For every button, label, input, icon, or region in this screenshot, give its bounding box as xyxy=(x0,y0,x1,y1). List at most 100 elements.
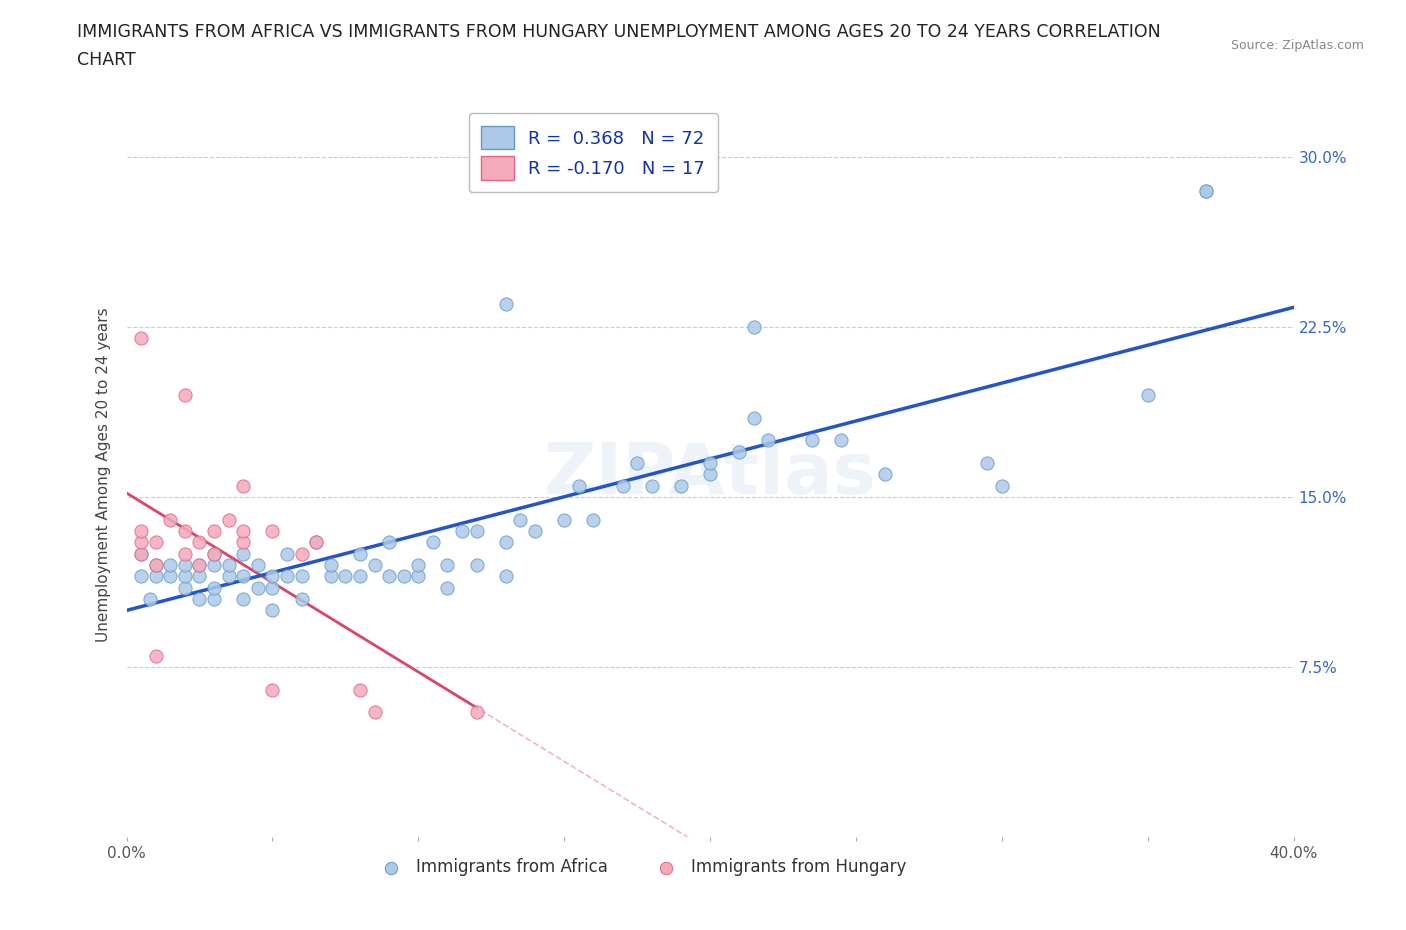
Point xyxy=(582,512,605,527)
Point xyxy=(276,546,298,561)
Point xyxy=(218,512,240,527)
Point xyxy=(699,467,721,482)
Point xyxy=(801,432,824,447)
Point xyxy=(159,512,181,527)
Point xyxy=(188,558,211,573)
Point xyxy=(262,569,284,584)
Point xyxy=(495,297,517,312)
Point xyxy=(553,512,575,527)
Point xyxy=(436,558,458,573)
Point xyxy=(465,524,488,538)
Point xyxy=(174,524,197,538)
Point xyxy=(290,546,312,561)
Point xyxy=(174,569,197,584)
Point xyxy=(232,591,254,606)
Point xyxy=(129,331,152,346)
Point xyxy=(422,535,444,550)
Point xyxy=(145,558,167,573)
Point xyxy=(349,569,371,584)
Point xyxy=(436,580,458,595)
Point xyxy=(188,535,211,550)
Point xyxy=(145,648,167,663)
Text: IMMIGRANTS FROM AFRICA VS IMMIGRANTS FROM HUNGARY UNEMPLOYMENT AMONG AGES 20 TO : IMMIGRANTS FROM AFRICA VS IMMIGRANTS FRO… xyxy=(77,23,1161,41)
Point xyxy=(349,546,371,561)
Point xyxy=(202,580,225,595)
Point xyxy=(218,558,240,573)
Point xyxy=(262,683,284,698)
Legend: Immigrants from Africa, Immigrants from Hungary: Immigrants from Africa, Immigrants from … xyxy=(367,852,912,883)
Point xyxy=(465,558,488,573)
Point xyxy=(188,558,211,573)
Point xyxy=(976,456,998,471)
Point xyxy=(465,705,488,720)
Point xyxy=(174,580,197,595)
Point xyxy=(188,569,211,584)
Point xyxy=(129,535,152,550)
Point xyxy=(290,569,312,584)
Point xyxy=(728,445,751,459)
Point xyxy=(262,603,284,618)
Point xyxy=(305,535,328,550)
Point xyxy=(669,478,692,493)
Point xyxy=(159,569,181,584)
Point xyxy=(145,535,167,550)
Point xyxy=(202,546,225,561)
Point xyxy=(202,546,225,561)
Point xyxy=(363,705,385,720)
Point xyxy=(246,580,269,595)
Point xyxy=(830,432,852,447)
Point xyxy=(232,524,254,538)
Point xyxy=(262,580,284,595)
Point xyxy=(1136,388,1159,403)
Point xyxy=(742,320,765,335)
Point xyxy=(742,410,765,425)
Point xyxy=(246,558,269,573)
Point xyxy=(626,456,648,471)
Point xyxy=(232,478,254,493)
Point xyxy=(305,535,328,550)
Point xyxy=(232,569,254,584)
Point xyxy=(1195,183,1218,198)
Point xyxy=(451,524,474,538)
Point xyxy=(509,512,531,527)
Point xyxy=(524,524,547,538)
Point xyxy=(276,569,298,584)
Y-axis label: Unemployment Among Ages 20 to 24 years: Unemployment Among Ages 20 to 24 years xyxy=(96,307,111,642)
Point xyxy=(363,558,385,573)
Point xyxy=(290,591,312,606)
Point xyxy=(408,558,430,573)
Point xyxy=(319,558,342,573)
Point xyxy=(174,546,197,561)
Point xyxy=(159,558,181,573)
Text: CHART: CHART xyxy=(77,51,136,69)
Point xyxy=(129,524,152,538)
Point xyxy=(319,569,342,584)
Point xyxy=(129,546,152,561)
Text: ZIPAtlas: ZIPAtlas xyxy=(544,440,876,509)
Point xyxy=(378,535,401,550)
Point xyxy=(145,558,167,573)
Point xyxy=(139,591,162,606)
Point xyxy=(990,478,1012,493)
Text: Source: ZipAtlas.com: Source: ZipAtlas.com xyxy=(1230,39,1364,52)
Point xyxy=(349,683,371,698)
Point xyxy=(218,569,240,584)
Point xyxy=(612,478,634,493)
Point xyxy=(568,478,591,493)
Point xyxy=(1195,183,1218,198)
Point xyxy=(756,432,779,447)
Point xyxy=(699,456,721,471)
Point xyxy=(232,535,254,550)
Point xyxy=(174,558,197,573)
Point xyxy=(129,546,152,561)
Point xyxy=(202,591,225,606)
Point xyxy=(640,478,664,493)
Point xyxy=(495,535,517,550)
Point xyxy=(495,569,517,584)
Point xyxy=(129,569,152,584)
Point xyxy=(232,546,254,561)
Point xyxy=(392,569,415,584)
Point xyxy=(335,569,357,584)
Point xyxy=(875,467,897,482)
Point xyxy=(188,591,211,606)
